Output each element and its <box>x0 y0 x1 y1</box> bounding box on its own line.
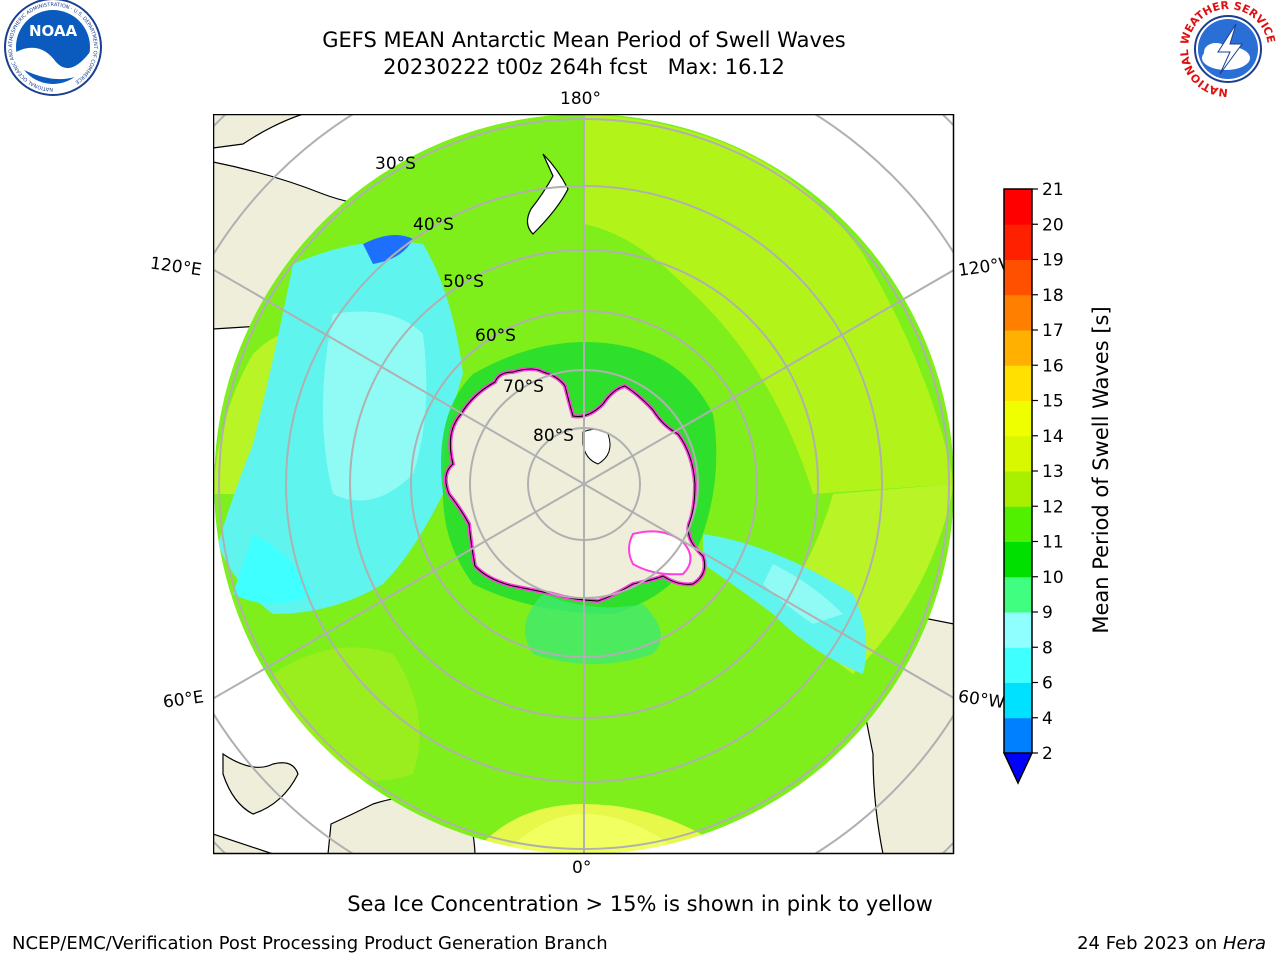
colorbar-swatch <box>1004 365 1032 401</box>
footer-date: 24 Feb 2023 on Hera <box>1077 933 1266 954</box>
colorbar-tick-label: 13 <box>1042 462 1064 482</box>
colorbar-tick-label: 19 <box>1042 251 1064 271</box>
colorbar-tick-label: 14 <box>1042 427 1064 447</box>
colorbar-swatch <box>1004 612 1032 648</box>
map-frame <box>213 114 955 855</box>
lat-label-40s: 40°S <box>413 215 454 235</box>
colorbar-tick-label: 10 <box>1042 568 1064 588</box>
lon-label-120e: 120°E <box>148 253 203 281</box>
polar-map: 30°S 40°S 50°S 60°S 70°S 80°S <box>213 114 955 855</box>
lon-label-0: 0° <box>572 858 592 878</box>
colorbar-swatches <box>1002 188 1034 785</box>
noaa-logo-text: NOAA <box>29 22 78 40</box>
colorbar-label: Mean Period of Swell Waves [s] <box>1089 306 1113 633</box>
colorbar-extend-min <box>1002 752 1034 785</box>
colorbar-swatch <box>1004 189 1032 225</box>
colorbar: 2 4 6 8 9 10 11 12 13 14 15 16 17 18 19 20 21 Mean Perio… <box>1002 180 1113 785</box>
colorbar-tick-label: 15 <box>1042 392 1064 412</box>
colorbar-tick-label: 18 <box>1042 286 1064 306</box>
lat-label-50s: 50°S <box>443 272 484 292</box>
latitude-labels: 30°S 40°S 50°S 60°S 70°S 80°S <box>375 154 574 446</box>
colorbar-tick-label: 6 <box>1042 674 1053 694</box>
chart-subtitle: 20230222 t00z 264h fcst Max: 16.12 <box>383 55 785 79</box>
colorbar-swatch <box>1004 576 1032 613</box>
meridians <box>213 114 954 854</box>
colorbar-tick-label: 17 <box>1042 321 1064 341</box>
colorbar-tick-label: 8 <box>1042 638 1053 658</box>
lat-label-60s: 60°S <box>475 326 516 346</box>
colorbar-swatch <box>1004 224 1032 260</box>
colorbar-swatch <box>1004 259 1032 296</box>
colorbar-swatch <box>1004 435 1032 472</box>
colorbar-swatch <box>1004 330 1032 366</box>
colorbar-swatch <box>1004 471 1032 507</box>
lat-label-80s: 80°S <box>533 426 574 446</box>
colorbar-tick-label: 21 <box>1042 180 1064 200</box>
colorbar-tick-label: 20 <box>1042 215 1064 235</box>
footer-branch: NCEP/EMC/Verification Post Processing Pr… <box>12 933 608 954</box>
sea-ice-caption: Sea Ice Concentration > 15% is shown in … <box>347 892 933 916</box>
colorbar-tick-label: 2 <box>1042 744 1053 764</box>
colorbar-swatch <box>1004 541 1032 578</box>
chart-title: GEFS MEAN Antarctic Mean Period of Swell… <box>322 28 846 52</box>
colorbar-tick-label: 16 <box>1042 356 1064 376</box>
colorbar-swatch <box>1004 647 1032 683</box>
colorbar-swatch <box>1004 682 1032 719</box>
colorbar-tick-label: 11 <box>1042 533 1064 553</box>
colorbar-tick-label: 12 <box>1042 497 1064 517</box>
nws-logo: NATIONAL WEATHER SERVICE <box>1178 0 1278 99</box>
colorbar-swatch <box>1004 400 1032 437</box>
lat-label-70s: 70°S <box>503 377 544 397</box>
footer-host: Hera <box>1222 933 1266 954</box>
colorbar-swatch <box>1004 294 1032 331</box>
colorbar-swatch <box>1004 717 1032 754</box>
colorbar-tick-label: 9 <box>1042 603 1053 623</box>
colorbar-tick-label: 4 <box>1042 709 1053 729</box>
noaa-logo: NOAA NATIONAL OCEANIC AND ATMOSPHERIC AD… <box>4 0 102 96</box>
lon-label-180: 180° <box>560 89 601 109</box>
lon-label-60e: 60°E <box>161 687 206 713</box>
colorbar-swatch <box>1004 506 1032 542</box>
lat-label-30s: 30°S <box>375 154 416 174</box>
